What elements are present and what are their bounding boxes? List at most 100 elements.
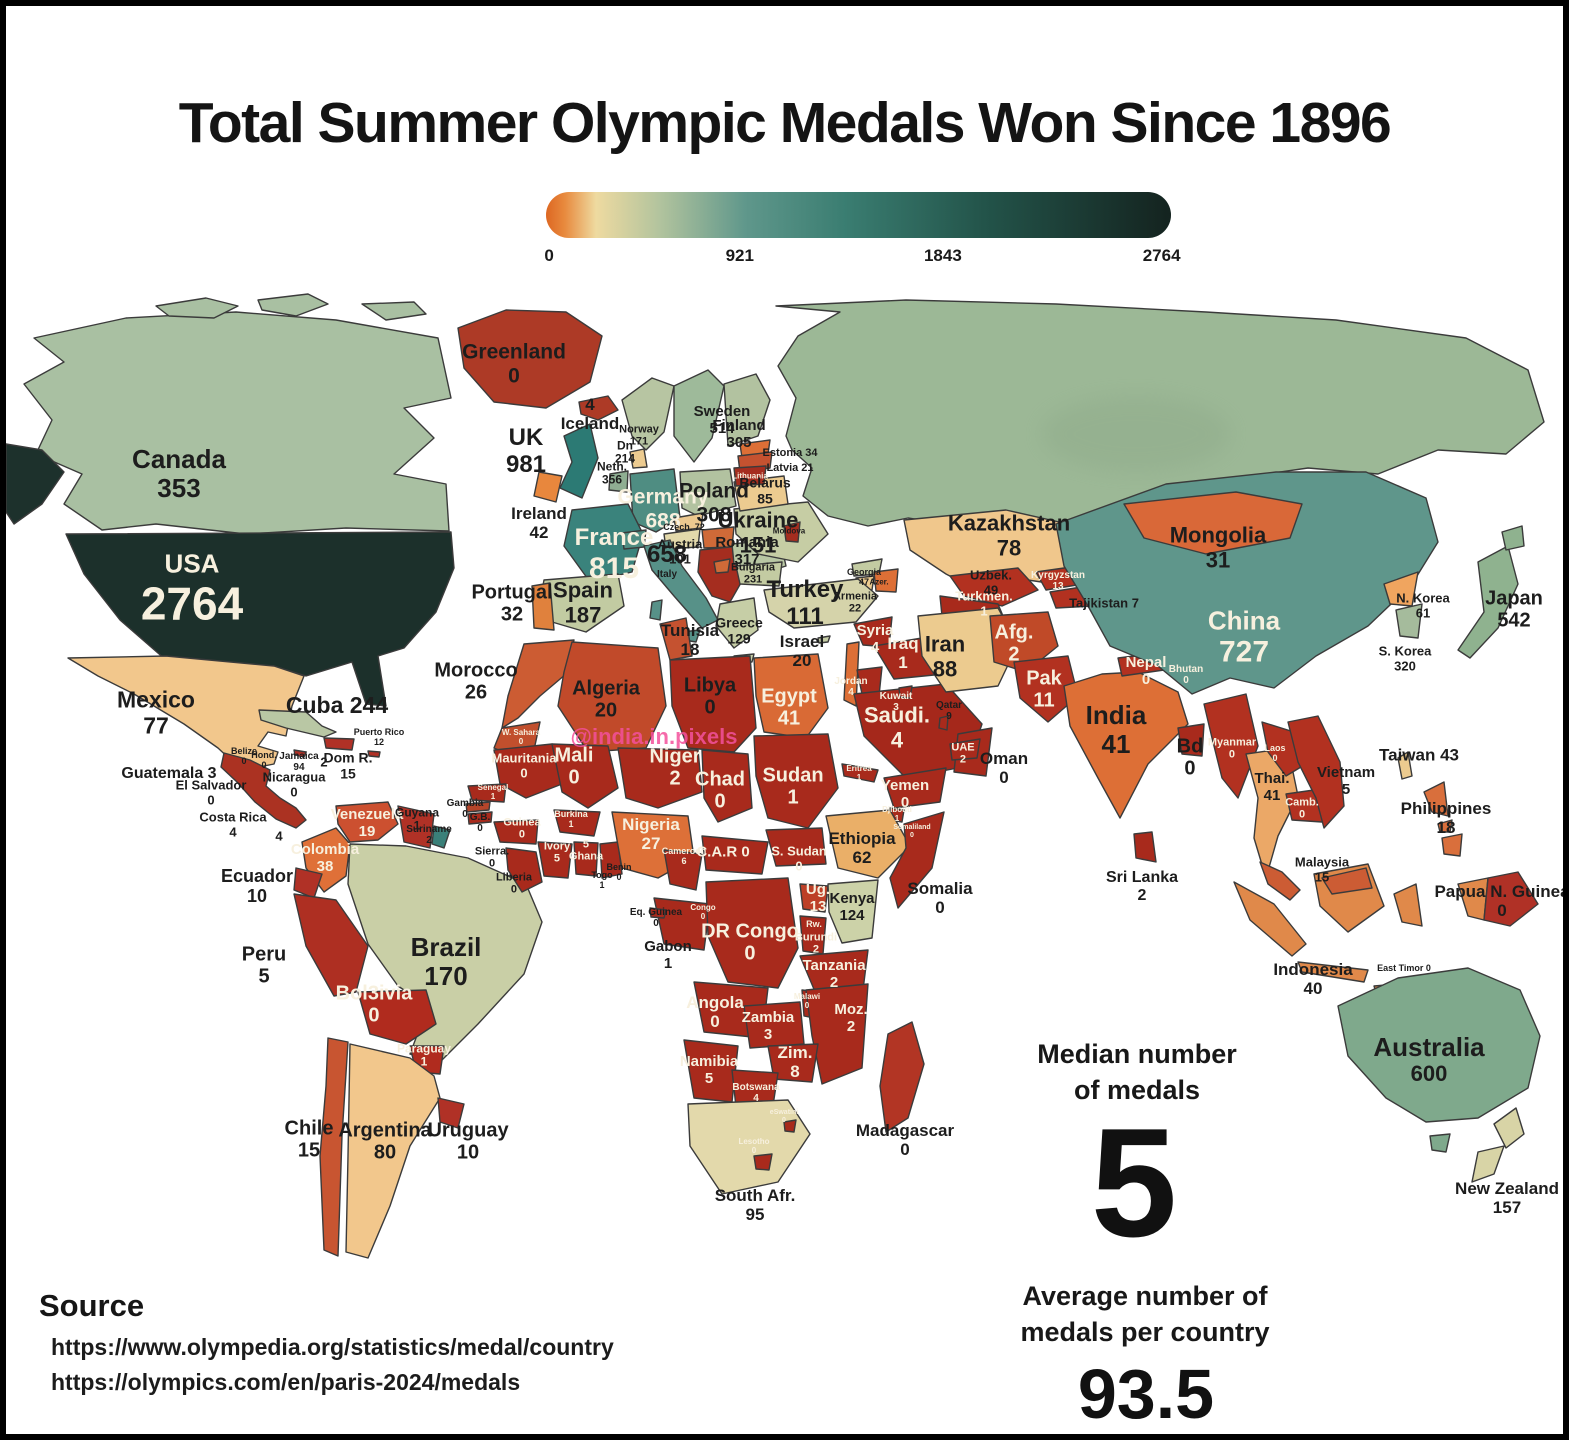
shape-sudan [753,733,839,829]
shape-lithuania [733,465,767,487]
shape-namibia [683,1039,739,1103]
shape-car [701,835,769,875]
shape-eswatini [783,1119,797,1133]
shape-uruguay [437,1097,465,1129]
shape-chad [701,749,753,823]
shape-india [1063,671,1189,819]
shape-kenya [827,879,879,944]
shape-nz-north [1493,1107,1525,1149]
shape-portugal [531,582,555,631]
shape-jamaica [293,749,307,758]
shape-bulgaria [735,561,783,587]
shape-cameroon [663,849,703,891]
shape-sumatra [1233,881,1307,957]
shape-mauritania [493,743,563,799]
shape-hispaniola [323,737,355,751]
shape-cyprus [817,635,831,644]
shape-algeria [557,641,667,753]
shape-cuba [258,709,337,738]
average-value: 93.5 [1077,1355,1215,1433]
shape-niger [617,747,703,809]
source-heading: Source [39,1288,145,1323]
shape-usa [65,531,455,707]
shape-zambia [743,1001,805,1049]
shape-sri-lanka [1133,831,1157,863]
shape-chile [319,1037,349,1257]
shape-south-korea [1395,603,1423,639]
shape-south-africa [687,1099,811,1195]
shape-mexico [67,655,305,769]
colorbar-tick-0: 0 [544,246,554,265]
shape-puerto-rico [367,750,381,758]
shape-myanmar [1203,693,1259,799]
colorbar-tick-2764: 2764 [1142,246,1181,265]
shape-dr-congo [705,877,799,989]
shape-somalia [889,811,945,909]
shape-israel-levant [843,641,860,707]
shape-madagascar [879,1021,925,1133]
shape-balkans-north [713,558,731,574]
shape-libya [669,655,757,753]
shape-alaska [6,443,65,525]
shape-rwanda-burundi [799,915,827,955]
shape-gabon-congo [653,897,711,951]
shape-zimbabwe [767,1043,819,1083]
shape-png-west [1457,877,1489,921]
shape-lesotho [753,1153,773,1171]
shape-arctic-1 [155,297,239,319]
shape-finland [723,373,771,447]
shape-french-guiana [431,825,451,849]
colorbar-tick-1843: 1843 [923,246,962,265]
shape-uk [559,423,599,499]
shape-greece [715,597,759,649]
shape-ethiopia [825,809,911,879]
shape-syria [853,616,893,648]
shape-pakistan [1013,655,1079,723]
shape-ecuador [293,867,323,899]
shape-arctic-3 [361,301,427,321]
shape-poland [679,468,737,517]
shape-arctic-2 [257,293,329,317]
shape-mindanao [1441,833,1463,857]
shape-central-america [220,752,307,829]
shape-sweden [673,369,725,463]
shape-australia [1337,967,1541,1123]
shape-ivory-coast [537,841,573,879]
shape-ireland [533,471,563,503]
shape-senegal [467,783,507,803]
shape-guyana-suriname [397,805,435,849]
shape-japan [1457,545,1519,659]
shape-sierra-leone-liberia [505,847,543,893]
shape-luzon [1423,781,1449,817]
shape-norway [621,377,675,451]
watermark: @india.in.pixels [570,724,738,749]
shape-tasmania [1429,1133,1451,1153]
shape-vietnam [1287,715,1345,829]
shape-france [563,503,644,583]
shape-iceland [578,395,619,421]
shape-uzbekistan [949,567,1039,607]
shape-mozambique [805,983,869,1085]
shape-uae [949,738,981,761]
shape-yemen [883,767,947,809]
page-title: Total Summer Olympic Medals Won Since 18… [178,91,1392,155]
shape-malaysia [1259,861,1301,901]
shape-tunisia [659,617,693,661]
source-link-olympedia: https://www.olympedia.org/statistics/med… [51,1334,614,1360]
source-link-olympics: https://olympics.com/en/paris-2024/medal… [51,1369,521,1395]
shape-hokkaido [1501,525,1525,551]
shape-sulawesi [1393,883,1423,927]
world-map [6,293,1545,1259]
shape-venezuela [335,801,399,843]
shape-hungary [701,526,735,549]
smudge-russia-label [1041,396,1231,472]
shape-moldova [783,521,801,543]
colorbar-ticks: 0 921 1843 2764 [544,246,1180,270]
shape-greenland [457,309,603,409]
shape-switzerland [621,529,647,550]
colorbar-gradient [546,192,1171,238]
shape-eq-guinea [649,907,667,919]
shape-peru [293,893,369,997]
shape-argentina [345,1043,441,1259]
